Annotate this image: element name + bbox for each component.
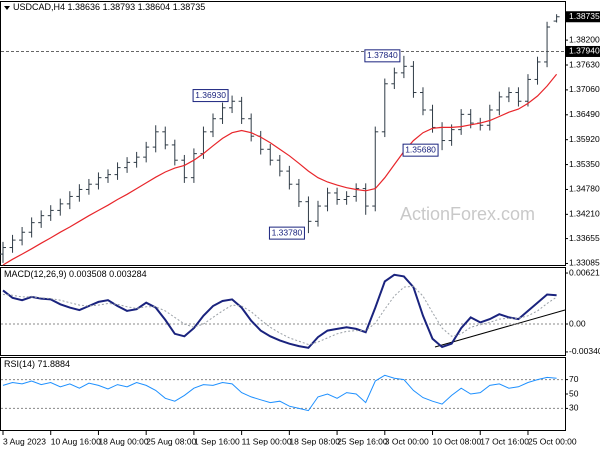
y-tick-label: 1.38200 <box>569 34 600 44</box>
x-tick-label: 1 Sep 16:00 <box>194 436 240 446</box>
close-value: 1.38735 <box>173 2 206 12</box>
x-tick-label: 25 Aug 08:00 <box>146 436 196 446</box>
y-tick-label: 1.34210 <box>569 209 600 219</box>
last-price-label: 1.38735 <box>569 11 600 21</box>
macd-header: MACD(12,26,9) 0.003508 0.003284 <box>4 269 147 279</box>
open-value: 1.38636 <box>68 2 101 12</box>
annotation-label: 1.33780 <box>272 227 303 237</box>
y-tick-label: 1.33655 <box>569 233 600 243</box>
x-tick-label: 17 Oct 16:00 <box>480 436 529 446</box>
price-line-label: 1.37940 <box>569 46 600 56</box>
y-tick-label: 0.006216 <box>569 267 600 277</box>
annotation-box <box>268 226 305 240</box>
x-tick-label: 3 Oct 00:00 <box>385 436 429 446</box>
menu-arrow[interactable] <box>4 6 10 10</box>
low-value: 1.38604 <box>138 2 171 12</box>
x-tick-label: 10 Aug 16:00 <box>51 436 101 446</box>
rsi-header: RSI(14) 71.8884 <box>4 359 70 369</box>
y-tick-label: 1.33085 <box>569 258 600 268</box>
macd-value: 0.003508 <box>69 269 107 279</box>
y-tick-label: 1.35350 <box>569 159 600 169</box>
rsi-value: 71.8884 <box>38 359 71 369</box>
macd-title: MACD(12,26,9) <box>4 269 67 279</box>
x-tick-label: 25 Sep 16:00 <box>337 436 388 446</box>
price-line-box <box>566 45 600 57</box>
x-tick-label: 18 Sep 08:00 <box>289 436 340 446</box>
y-tick-label: 1.37630 <box>569 59 600 69</box>
high-value: 1.38793 <box>103 2 136 12</box>
annotation-box <box>192 89 229 103</box>
x-tick-label: 10 Oct 08:00 <box>433 436 482 446</box>
y-tick-label: 70 <box>569 374 579 384</box>
y-tick-label: 1.37060 <box>569 84 600 94</box>
main-panel <box>0 1 566 266</box>
indicator-line <box>2 285 557 346</box>
annotation-box <box>402 143 439 157</box>
chart-header: USDCAD,H4 1.38636 1.38793 1.38604 1.3873… <box>13 2 205 12</box>
moving-average <box>2 73 558 266</box>
watermark: ActionForex.com <box>400 204 535 224</box>
y-tick-label: -0.003407 <box>569 346 600 356</box>
signal-value: 0.003284 <box>109 269 147 279</box>
last-price-box <box>566 11 600 23</box>
x-tick-label: 18 Aug 00:00 <box>98 436 148 446</box>
y-tick-label: 1.36490 <box>569 109 600 119</box>
x-tick-label: 11 Sep 00:00 <box>242 436 292 446</box>
symbol: USDCAD,H4 <box>13 2 65 12</box>
x-tick-label: 25 Oct 00:00 <box>528 436 577 446</box>
y-tick-label: 30 <box>569 403 579 413</box>
annotation-label: 1.35680 <box>405 144 436 154</box>
rsi-title: RSI(14) <box>4 359 35 369</box>
y-tick-label: 0.00 <box>569 318 586 328</box>
y-tick-label: 1.35920 <box>569 134 600 144</box>
indicator-line <box>2 273 557 349</box>
annotation-label: 1.36930 <box>195 90 226 100</box>
y-tick-label: 1.34780 <box>569 184 600 194</box>
trend-line <box>434 309 566 348</box>
macd-panel <box>0 267 566 356</box>
annotation-box <box>364 49 401 63</box>
x-tick-label: 3 Aug 2023 <box>3 436 46 446</box>
indicator-line <box>2 374 557 412</box>
y-tick-label: 50 <box>569 388 579 398</box>
annotation-label: 1.37840 <box>367 50 398 60</box>
